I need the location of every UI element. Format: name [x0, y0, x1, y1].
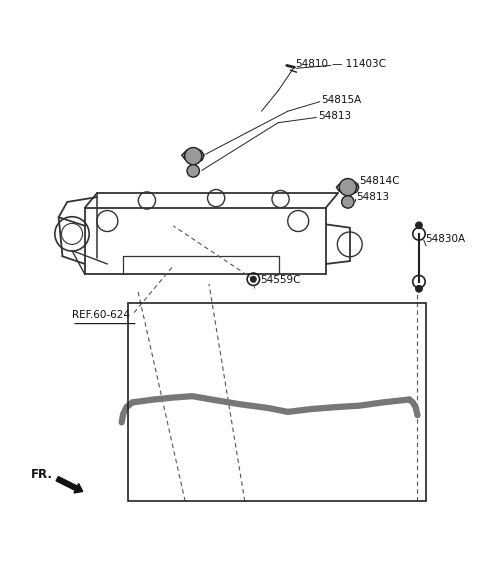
Text: 54815A: 54815A [321, 95, 361, 105]
Circle shape [251, 277, 256, 282]
Circle shape [187, 165, 199, 177]
Text: 54813: 54813 [356, 192, 389, 202]
Text: 54559C: 54559C [261, 275, 301, 285]
Text: FR.: FR. [31, 469, 53, 482]
Text: 54813: 54813 [318, 111, 351, 121]
Text: 54810: 54810 [295, 59, 328, 69]
Polygon shape [336, 181, 359, 194]
FancyArrow shape [56, 477, 83, 493]
Text: — 11403C: — 11403C [332, 59, 386, 69]
Circle shape [416, 222, 422, 229]
Text: 54830A: 54830A [425, 233, 465, 244]
Text: REF.60-624: REF.60-624 [72, 310, 130, 320]
Circle shape [339, 178, 357, 196]
Circle shape [416, 286, 422, 292]
Circle shape [185, 148, 202, 165]
Polygon shape [182, 149, 204, 162]
Circle shape [342, 196, 354, 208]
Text: 54814C: 54814C [360, 177, 400, 186]
